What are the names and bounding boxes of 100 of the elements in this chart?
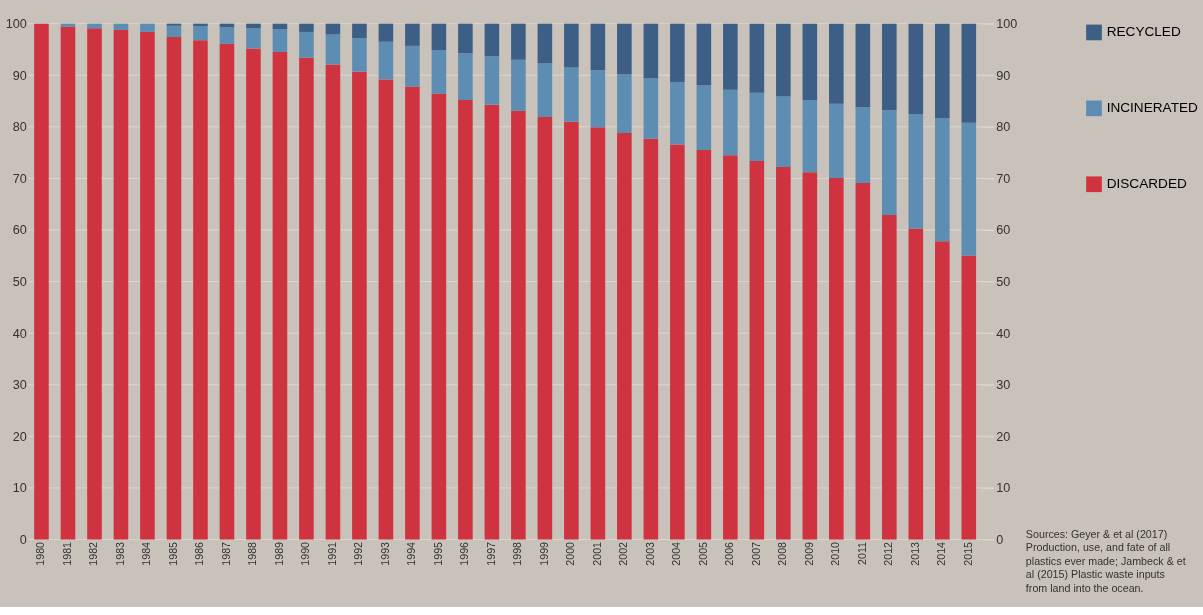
bar xyxy=(458,53,473,101)
bar xyxy=(87,28,102,540)
bar xyxy=(829,177,844,540)
bar xyxy=(325,23,341,35)
bar xyxy=(166,37,182,540)
bar xyxy=(590,127,606,540)
y2-tick-label: 10 xyxy=(996,481,1011,496)
bar xyxy=(882,110,897,216)
bar xyxy=(405,45,420,87)
x-tick-label: 1999 xyxy=(537,541,550,566)
bar xyxy=(908,228,924,540)
y-tick-label: 90 xyxy=(12,68,27,83)
bar xyxy=(617,133,632,540)
y-tick-label: 20 xyxy=(12,429,27,444)
bar xyxy=(855,23,871,108)
bar xyxy=(378,23,394,42)
x-tick-label: 2001 xyxy=(590,541,603,566)
y-tick-label: 0 xyxy=(19,532,27,547)
bar xyxy=(246,48,261,540)
bar xyxy=(908,23,924,114)
x-tick-label: 1984 xyxy=(140,541,153,566)
x-tick-label: 2010 xyxy=(829,541,842,566)
y2-tick-label: 20 xyxy=(996,429,1011,444)
bar xyxy=(299,31,314,58)
bar xyxy=(776,23,791,97)
bar xyxy=(60,23,76,27)
y-tick-label: 40 xyxy=(12,326,27,341)
x-tick-label: 1989 xyxy=(272,541,285,566)
bar xyxy=(564,67,579,122)
bar xyxy=(961,255,977,540)
bar xyxy=(352,71,367,540)
bar xyxy=(564,23,579,68)
legend-label: RECYCLED xyxy=(1106,24,1181,40)
y-tick-label: 30 xyxy=(12,378,27,393)
bar xyxy=(643,78,659,139)
bar xyxy=(802,100,818,173)
bar xyxy=(193,26,208,41)
x-tick-label: 1997 xyxy=(484,541,497,566)
bar xyxy=(749,160,765,540)
bar xyxy=(537,23,553,64)
x-tick-label: 2003 xyxy=(643,541,656,566)
bar xyxy=(166,25,182,38)
bar xyxy=(696,150,712,540)
y2-tick-label: 80 xyxy=(996,120,1011,135)
x-tick-label: 2004 xyxy=(670,541,683,566)
x-tick-label: 1996 xyxy=(458,541,471,566)
bar xyxy=(352,38,367,72)
bar xyxy=(272,52,288,540)
bar xyxy=(935,118,950,242)
x-tick-label: 1985 xyxy=(166,541,179,566)
bar xyxy=(60,26,76,540)
y2-tick-label: 30 xyxy=(996,378,1011,393)
bar xyxy=(484,104,500,540)
bar xyxy=(352,23,367,39)
bar xyxy=(882,215,897,540)
bar xyxy=(511,59,526,111)
bar xyxy=(935,23,950,119)
bar xyxy=(431,49,447,94)
bar xyxy=(590,23,606,71)
source-note: Sources: Geyer & et al (2017) Production, use, and fate of all plastics ever made; Jambeck & et al (2015) Plastic waste inputs from land into the ocean. xyxy=(1025,527,1186,595)
x-tick-label: 1993 xyxy=(378,541,391,566)
x-tick-label: 2014 xyxy=(935,541,948,566)
bar xyxy=(299,57,314,540)
bar xyxy=(723,89,738,156)
x-tick-label: 1987 xyxy=(219,541,232,566)
bar xyxy=(511,23,526,60)
x-tick-label: 1998 xyxy=(511,541,524,566)
bar xyxy=(696,85,712,151)
x-tick-label: 2008 xyxy=(776,541,789,566)
bar xyxy=(590,70,606,128)
x-tick-label: 1995 xyxy=(431,541,444,566)
y2-tick-label: 40 xyxy=(996,326,1011,341)
x-tick-label: 2009 xyxy=(802,541,815,566)
bar xyxy=(961,23,977,123)
x-tick-label: 1982 xyxy=(87,541,100,566)
bar xyxy=(908,113,924,229)
x-tick-label: 1992 xyxy=(352,541,365,566)
bar xyxy=(246,28,261,49)
bar xyxy=(776,167,791,540)
x-tick-label: 1980 xyxy=(34,541,47,566)
x-tick-label: 1986 xyxy=(193,541,206,566)
bar xyxy=(325,34,341,65)
bar xyxy=(458,100,473,540)
bar xyxy=(829,103,844,178)
bar xyxy=(802,23,818,101)
y2-tick-label: 50 xyxy=(996,274,1011,289)
y2-tick-label: 90 xyxy=(996,68,1011,83)
x-tick-label: 2015 xyxy=(961,541,974,566)
x-tick-label: 1994 xyxy=(405,541,418,566)
bar xyxy=(670,81,685,145)
x-tick-label: 2000 xyxy=(564,541,577,566)
x-tick-label: 2011 xyxy=(855,541,868,565)
bar xyxy=(749,23,765,93)
bar xyxy=(670,23,685,82)
bar xyxy=(882,23,897,111)
bar xyxy=(140,31,155,540)
bar xyxy=(749,92,765,161)
x-tick-label: 2006 xyxy=(723,541,736,566)
legend-label: INCINERATED xyxy=(1106,100,1199,116)
bar xyxy=(802,172,818,540)
